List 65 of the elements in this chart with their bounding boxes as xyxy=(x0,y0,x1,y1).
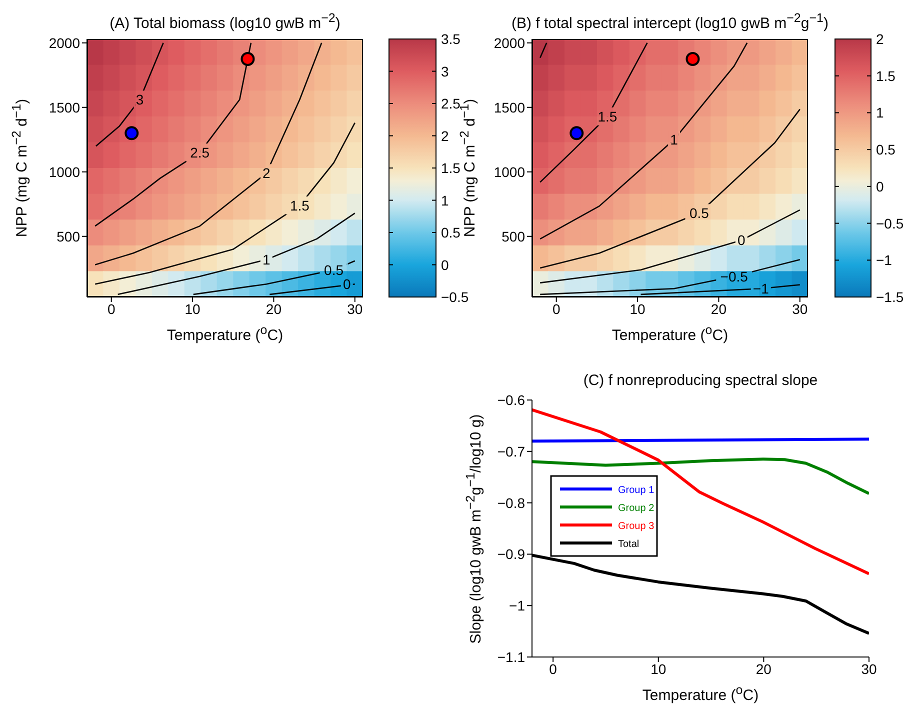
x-tick-label: 30 xyxy=(347,300,363,317)
y-tick-label: −1.1 xyxy=(497,648,526,665)
x-tick-label: 0 xyxy=(552,300,560,317)
y-tick-label: −0.8 xyxy=(497,494,526,511)
y-tick-label: −1 xyxy=(509,598,526,614)
x-tick-label: 20 xyxy=(756,660,772,677)
y-tick-label: 1000 xyxy=(48,164,80,180)
color-bar-label: 3 xyxy=(441,63,449,80)
series-label: 0 xyxy=(342,276,351,292)
series-label: −1 xyxy=(752,280,770,297)
x-tick-label: 20 xyxy=(266,300,282,317)
x-tick-label: 10 xyxy=(650,660,666,677)
y-tick-label: 2000 xyxy=(48,34,80,51)
y-tick-label: 1500 xyxy=(48,99,80,116)
x-tick-label: 10 xyxy=(184,300,201,317)
color-bar-label: −1.5 xyxy=(876,289,904,305)
y-tick-label: 1000 xyxy=(494,164,526,180)
chart-title: (A) Total biomass (log10 gwB m$^{−2}$) xyxy=(108,11,342,32)
color-bar-label: 2.5 xyxy=(441,96,461,112)
series-label: 0.5 xyxy=(689,205,710,222)
legend: Group 1 Group 2 Group 3 Total xyxy=(550,475,658,557)
color-bar-label: 1.5 xyxy=(876,68,896,84)
y-tick-label: 2000 xyxy=(494,34,526,51)
color-bar-label: 1 xyxy=(441,192,449,208)
series-label: 2 xyxy=(262,165,270,182)
x-tick-label: 0 xyxy=(107,300,116,317)
series-label: 1.5 xyxy=(598,108,618,124)
color-bar-label: 0.5 xyxy=(441,224,461,240)
y-tick-label: −0.9 xyxy=(497,546,526,562)
x-axis-title: Temperature ($^{o}$C) xyxy=(641,683,760,704)
color-bar-label: 0.5 xyxy=(876,142,896,158)
color-bar-label: 0 xyxy=(441,256,449,273)
color-bar-label: −0.5 xyxy=(441,289,469,305)
x-tick-label: 10 xyxy=(630,300,646,317)
chart-title: (B) f total spectral intercept (log10 gwB m$^{−2}$g$^{−1}$) xyxy=(510,11,830,32)
series-label: 0.5 xyxy=(324,262,344,278)
color-bar-label: −0.5 xyxy=(876,215,904,232)
x-axis-title: Temperature ($^{o}$C) xyxy=(610,323,730,344)
chart-title: (C) f nonreproducing spectral slope xyxy=(582,372,819,389)
line-series xyxy=(532,458,869,496)
color-bar-label: 0 xyxy=(876,178,884,194)
series-label: 3 xyxy=(136,92,144,108)
x-tick-label: 30 xyxy=(861,660,877,677)
x-tick-label: 20 xyxy=(710,300,727,317)
color-bar-label: 1 xyxy=(876,104,884,121)
x-axis-title: Temperature ($^{o}$C) xyxy=(166,323,284,344)
series-label: 1 xyxy=(262,252,270,268)
series-label: 2.5 xyxy=(190,144,210,161)
color-bar-label: 2 xyxy=(876,31,884,47)
color-bar-label: 2 xyxy=(441,128,449,144)
series-label: 1 xyxy=(670,132,678,148)
y-tick-label: 500 xyxy=(502,228,526,244)
series-label: −0.5 xyxy=(720,268,748,284)
line-series xyxy=(532,408,869,576)
series-label: 0 xyxy=(738,232,746,248)
y-tick-label: 1500 xyxy=(494,99,526,116)
color-bar-label: −1 xyxy=(876,252,892,268)
x-tick-label: 0 xyxy=(549,660,558,677)
y-tick-label: −0.6 xyxy=(497,392,526,408)
color-bar-label: 3.5 xyxy=(441,31,461,47)
x-tick-label: 30 xyxy=(792,300,808,317)
series-label: 1.5 xyxy=(290,197,310,214)
y-tick-label: −0.7 xyxy=(497,443,526,460)
y-tick-label: 500 xyxy=(56,228,80,244)
color-bar-label: 1.5 xyxy=(441,160,461,176)
